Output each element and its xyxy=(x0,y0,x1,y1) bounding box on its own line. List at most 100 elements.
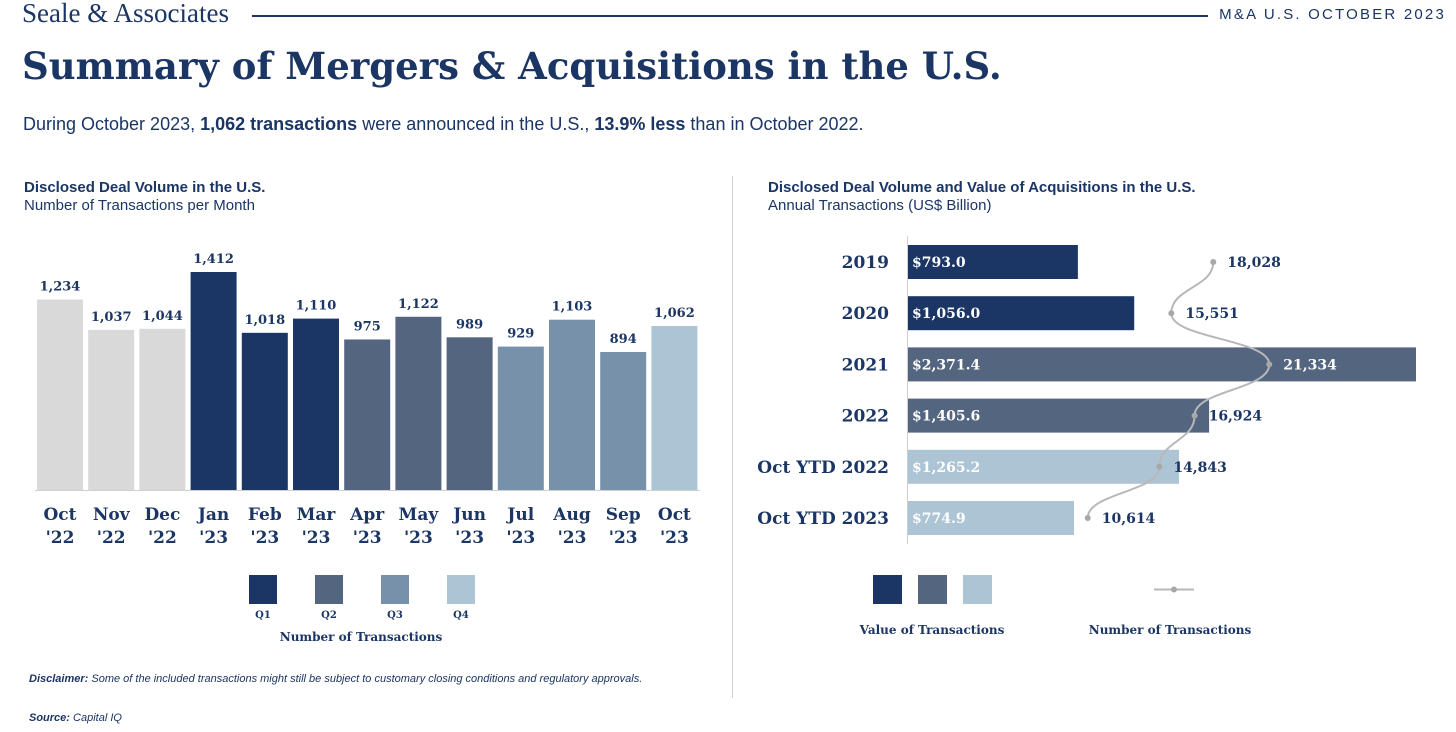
x-tick-label: Oct '22 xyxy=(43,505,76,548)
legend-swatch-q3 xyxy=(381,575,409,604)
x-tick-line: Dec xyxy=(144,505,180,525)
x-tick-line: '23 xyxy=(558,528,587,548)
source-label: Source: xyxy=(29,712,70,724)
bar-2 xyxy=(139,328,186,490)
bar-value-label: 1,018 xyxy=(244,313,285,328)
line-value-label: 14,843 xyxy=(1173,460,1227,476)
x-tick-label: Mar '23 xyxy=(297,505,337,548)
bar-value-label: 1,103 xyxy=(552,300,593,315)
bar-6 xyxy=(344,339,391,490)
legend-swatch-q4 xyxy=(447,575,475,604)
line-value-label: 10,614 xyxy=(1102,511,1156,527)
legend-label: Q3 xyxy=(387,610,403,621)
hbar-2 xyxy=(908,347,1416,382)
legend-swatch-q2 xyxy=(315,575,343,604)
x-tick-line: Nov xyxy=(93,505,131,525)
hbar-5 xyxy=(908,501,1074,535)
x-tick-label: Jan '23 xyxy=(196,505,229,548)
line-point-2 xyxy=(1266,361,1273,368)
y-tick-label: 2021 xyxy=(842,355,889,375)
x-tick-line: '23 xyxy=(353,528,382,548)
bar-value-label: 989 xyxy=(456,317,483,332)
x-tick-line: Oct xyxy=(43,505,76,525)
source-text: Capital IQ xyxy=(69,712,122,724)
bar-value-label: 929 xyxy=(507,327,534,342)
hbar-value-label: $1,405.6 xyxy=(912,409,980,425)
line-value-label: 15,551 xyxy=(1185,306,1239,322)
y-tick-label: 2022 xyxy=(842,407,889,427)
right-chart-title: Disclosed Deal Volume and Value of Acqui… xyxy=(768,179,1196,196)
hbar-value-label: $1,265.2 xyxy=(912,460,980,476)
x-tick-line: Jun xyxy=(451,505,486,525)
x-tick-label: Jul '23 xyxy=(505,505,535,548)
legend-label: Q2 xyxy=(321,610,337,621)
intro-part: than in October 2022. xyxy=(685,114,864,134)
legend-label-value: Value of Transactions xyxy=(859,623,1005,637)
legend-swatch-q1 xyxy=(249,575,277,604)
line-point-4 xyxy=(1156,463,1163,470)
disclaimer: Disclaimer: Some of the included transac… xyxy=(29,673,689,686)
annual-volume-value-chart: 2019 $793.0 2020 $1,056.0 2021 $2,371.4 2022 $1… xyxy=(757,236,1416,637)
x-tick-line: '23 xyxy=(250,528,279,548)
hbar-value-label: $774.9 xyxy=(912,511,966,527)
intro-part: During October 2023, xyxy=(23,114,201,134)
legend-swatch-value-1 xyxy=(873,575,902,604)
bar-value-label: 1,037 xyxy=(91,310,132,325)
bar-value-label: 894 xyxy=(610,332,637,347)
legend-swatch-value-2 xyxy=(918,575,947,604)
y-tick-label: Oct YTD 2022 xyxy=(757,458,889,478)
x-tick-line: Mar xyxy=(297,505,337,525)
x-tick-label: Feb '23 xyxy=(248,505,282,548)
bar-0 xyxy=(37,299,83,490)
line-value-label: 18,028 xyxy=(1227,255,1281,271)
x-tick-line: '22 xyxy=(46,528,75,548)
left-chart-title: Disclosed Deal Volume in the U.S. xyxy=(24,179,266,196)
intro-text: During October 2023, 1,062 transactions … xyxy=(23,114,864,135)
bar-12 xyxy=(651,326,698,490)
hbar-value-label: $2,371.4 xyxy=(912,357,980,373)
bar-value-label: 1,062 xyxy=(654,306,695,321)
x-tick-line: '23 xyxy=(302,528,331,548)
bar-value-label: 1,234 xyxy=(40,279,81,294)
monthly-volume-chart: 1,234 Oct '22 1,037 Nov '22 1,044 Dec '22 1,412 Ja… xyxy=(35,252,700,644)
x-tick-label: Dec '22 xyxy=(144,505,180,548)
report-label: M&A U.S. OCTOBER 2023 xyxy=(1219,6,1446,23)
disclaimer-label: Disclaimer: xyxy=(29,673,89,685)
x-tick-line: Sep xyxy=(606,505,641,525)
x-tick-line: Jan xyxy=(196,505,229,525)
hbar-1 xyxy=(908,296,1135,331)
hbar-value-label: $793.0 xyxy=(912,255,966,271)
legend-swatch-value-3 xyxy=(963,575,992,604)
x-tick-label: Nov '22 xyxy=(93,505,131,548)
line-point-0 xyxy=(1210,259,1217,265)
x-tick-line: Feb xyxy=(248,505,282,525)
bar-1 xyxy=(88,329,135,490)
hbar-value-label: $1,056.0 xyxy=(912,306,980,322)
x-tick-line: '23 xyxy=(199,528,228,548)
intro-highlight-change: 13.9% less xyxy=(594,114,686,134)
y-tick-label: 2020 xyxy=(842,304,889,324)
bar-7 xyxy=(395,316,442,490)
line-value-label: 21,334 xyxy=(1283,357,1337,373)
bar-4 xyxy=(241,332,288,490)
x-tick-line: Aug xyxy=(552,505,591,525)
legend-label-count: Number of Transactions xyxy=(1089,623,1252,637)
brand-logo: Seale & Associates xyxy=(22,0,229,28)
line-point-1 xyxy=(1168,310,1175,317)
x-tick-line: Oct xyxy=(658,505,691,525)
x-tick-line: Jul xyxy=(505,505,534,525)
disclaimer-text: Some of the included transactions might … xyxy=(88,673,643,685)
hbar-3 xyxy=(908,398,1210,433)
x-tick-line: Apr xyxy=(349,505,385,525)
x-tick-line: '23 xyxy=(404,528,433,548)
x-tick-label: Aug '23 xyxy=(552,505,591,548)
bar-value-label: 1,412 xyxy=(193,252,234,267)
bar-5 xyxy=(293,318,339,490)
legend-label: Q1 xyxy=(255,610,271,621)
line-point-3 xyxy=(1191,412,1198,419)
hbar-0 xyxy=(908,245,1078,279)
bar-value-label: 1,122 xyxy=(398,297,439,312)
intro-highlight-count: 1,062 transactions xyxy=(200,114,358,134)
bar-value-label: 1,044 xyxy=(142,309,183,324)
x-tick-line: '23 xyxy=(455,528,484,548)
